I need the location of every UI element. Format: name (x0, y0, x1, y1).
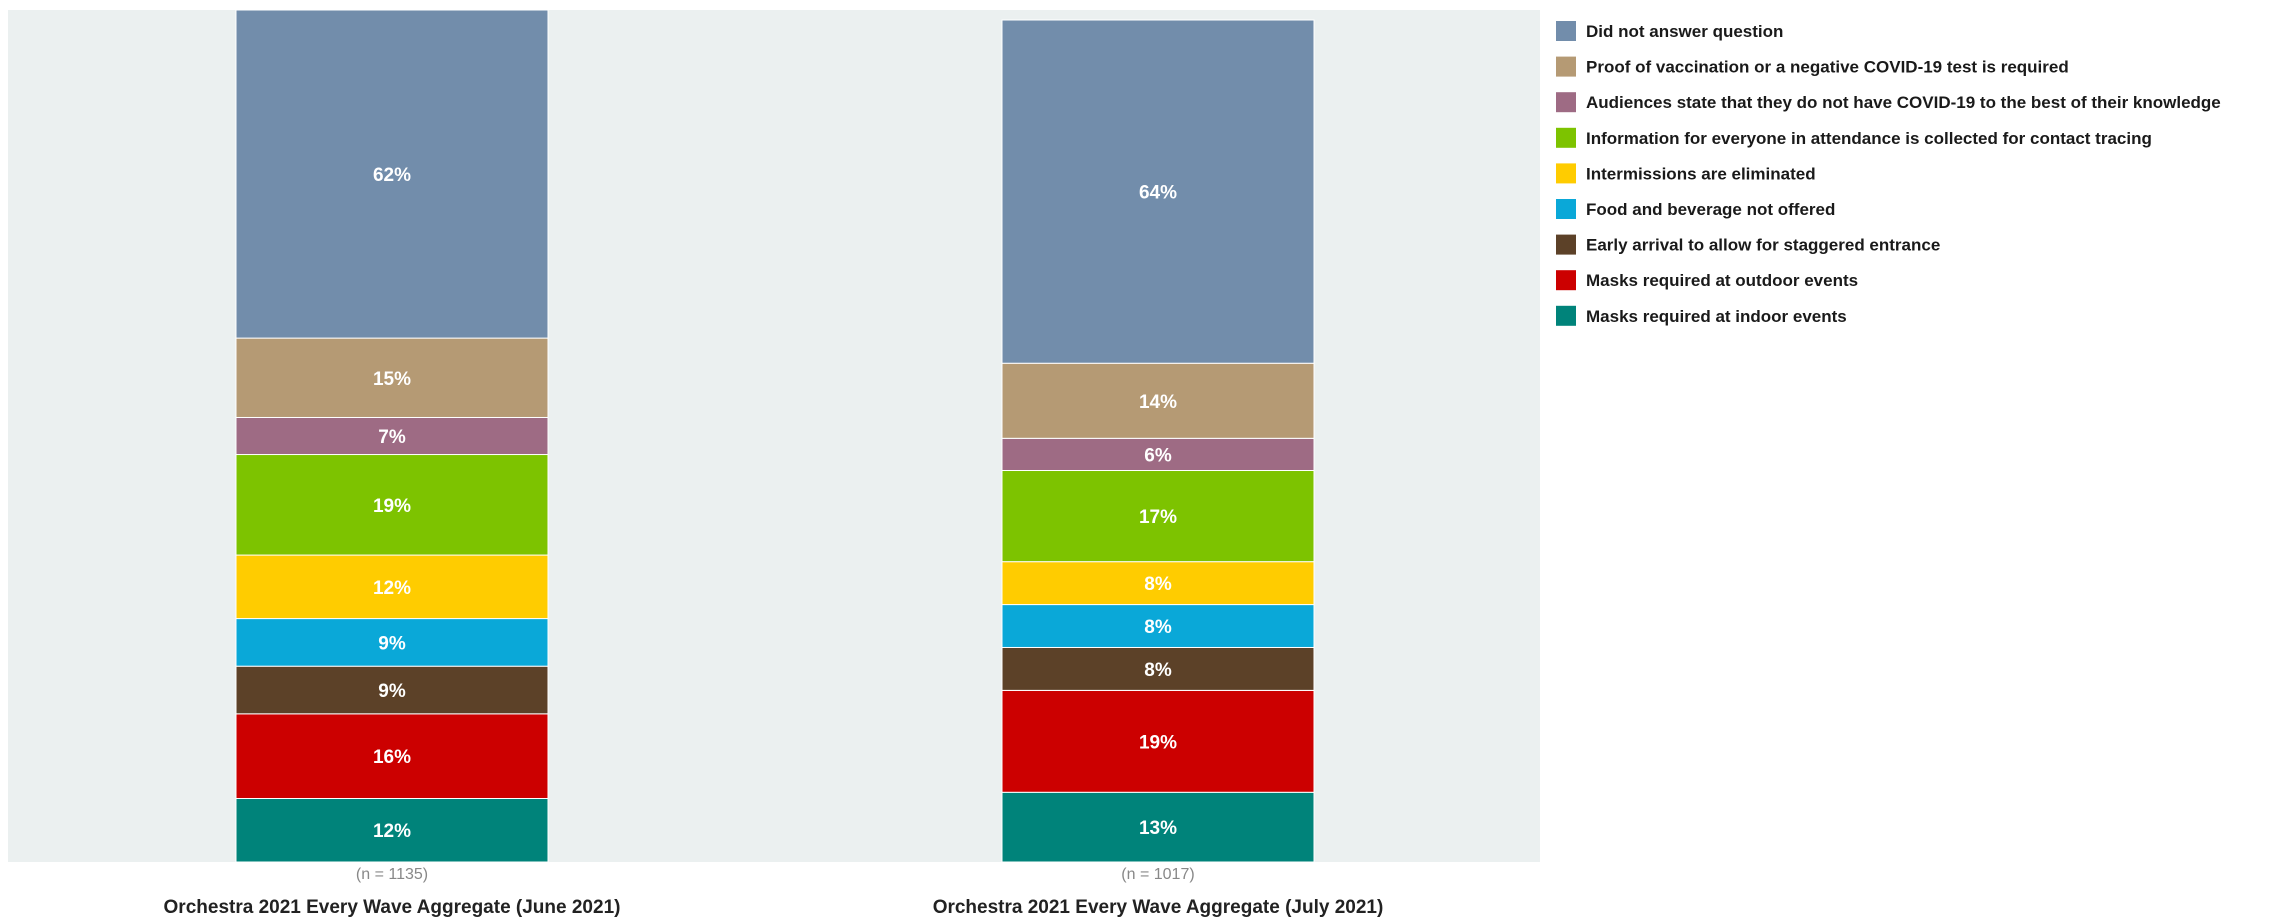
segment-masks-required-at-indoor-events-1 (235, 797, 549, 863)
legend-label: Food and beverage not offered (1586, 200, 1835, 219)
category-labels: (n = 1135) Orchestra 2021 Every Wave Aggr… (164, 866, 1384, 918)
legend-label: Early arrival to allow for staggered ent… (1586, 236, 1940, 255)
bars: 12% 16% 9% 9% 12% 19% 7% 15% 62% 13% 19% 8% 8% 8% 17% 6… (235, 9, 1315, 863)
legend-label: Audiences state that they do not have CO… (1586, 93, 2221, 112)
segment-information-for-everyone-in-attendance-is-collected-for-contact-tracing-1 (235, 454, 549, 556)
data-label-masks-required-at-indoor-events-2: 13% (1139, 818, 1177, 839)
legend-label: Intermissions are eliminated (1586, 164, 1816, 183)
data-label-masks-required-at-indoor-events-1: 12% (373, 821, 411, 842)
data-label-proof-of-vaccination-or-a-negative-covid-19-test-is-required-2: 14% (1139, 392, 1177, 413)
data-label-proof-of-vaccination-or-a-negative-covid-19-test-is-required-1: 15% (373, 369, 411, 390)
segment-intermissions-are-eliminated-1 (235, 554, 549, 620)
data-label-intermissions-are-eliminated-2: 8% (1144, 574, 1172, 595)
legend-swatch (1556, 21, 1576, 41)
data-label-early-arrival-to-allow-for-staggered-entrance-2: 8% (1144, 660, 1172, 681)
segment-early-arrival-to-allow-for-staggered-entrance-2 (1001, 646, 1315, 691)
segment-masks-required-at-outdoor-events-1 (235, 713, 549, 799)
data-label-food-and-beverage-not-offered-1: 9% (378, 633, 406, 654)
data-label-food-and-beverage-not-offered-2: 8% (1144, 617, 1172, 638)
data-label-information-for-everyone-in-attendance-is-collected-for-contact-tracing-1: 19% (373, 496, 411, 517)
data-label-early-arrival-to-allow-for-staggered-entrance-1: 9% (378, 681, 406, 702)
legend-swatch (1556, 199, 1576, 219)
legend-item-masks-required-at-outdoor-events: Masks required at outdoor events (1556, 270, 1858, 291)
legend-swatch (1556, 92, 1576, 113)
segment-food-and-beverage-not-offered-1 (235, 618, 549, 667)
segment-proof-of-vaccination-or-a-negative-covid-19-test-is-required-1 (235, 337, 549, 418)
legend-swatch (1556, 56, 1576, 77)
legend-item-information-for-everyone-in-attendance-is-collected-for-contact-tracing: Information for everyone in attendance i… (1556, 127, 2152, 148)
legend-label: Masks required at outdoor events (1586, 271, 1858, 290)
legend-item-masks-required-at-indoor-events: Masks required at indoor events (1556, 305, 1847, 326)
legend-item-food-and-beverage-not-offered: Food and beverage not offered (1556, 199, 1835, 219)
data-label-masks-required-at-outdoor-events-1: 16% (373, 747, 411, 768)
legend-swatch (1556, 270, 1576, 291)
data-label-audiences-state-that-they-do-not-have-covid-19-to-the-best-of-their-knowledge-1: 7% (378, 427, 406, 448)
legend-item-proof-of-vaccination-or-a-negative-covid-19-test-is-required: Proof of vaccination or a negative COVID… (1556, 56, 2069, 77)
legend-swatch (1556, 234, 1576, 255)
sample-size-label: (n = 1017) (1121, 866, 1194, 883)
bar-1: 12% 16% 9% 9% 12% 19% 7% 15% 62% (235, 9, 549, 863)
legend-label: Masks required at indoor events (1586, 307, 1847, 326)
segment-information-for-everyone-in-attendance-is-collected-for-contact-tracing-2 (1001, 469, 1315, 563)
legend-swatch (1556, 127, 1576, 148)
sample-size-label: (n = 1135) (356, 866, 428, 883)
data-label-did-not-answer-question-1: 62% (373, 165, 411, 186)
segment-did-not-answer-question-2 (1001, 19, 1315, 364)
segment-early-arrival-to-allow-for-staggered-entrance-1 (235, 665, 549, 715)
legend-item-early-arrival-to-allow-for-staggered-entrance: Early arrival to allow for staggered ent… (1556, 234, 1940, 255)
segment-masks-required-at-indoor-events-2 (1001, 791, 1315, 863)
segment-intermissions-are-eliminated-2 (1001, 561, 1315, 606)
segment-proof-of-vaccination-or-a-negative-covid-19-test-is-required-2 (1001, 362, 1315, 439)
category-label: Orchestra 2021 Every Wave Aggregate (Jul… (933, 897, 1384, 918)
bar-2: 13% 19% 8% 8% 8% 17% 6% 14% 64% (1001, 19, 1315, 863)
legend-item-audiences-state-that-they-do-not-have-covid-19-to-the-best-of-their-knowledge: Audiences state that they do not have CO… (1556, 92, 2221, 113)
data-label-masks-required-at-outdoor-events-2: 19% (1139, 732, 1177, 753)
legend-item-intermissions-are-eliminated: Intermissions are eliminated (1556, 163, 1816, 184)
data-label-audiences-state-that-they-do-not-have-covid-19-to-the-best-of-their-knowledge-2: 6% (1144, 445, 1172, 466)
segment-masks-required-at-outdoor-events-2 (1001, 689, 1315, 793)
legend-item-did-not-answer-question: Did not answer question (1556, 21, 1783, 41)
segment-did-not-answer-question-1 (235, 9, 549, 339)
data-label-intermissions-are-eliminated-1: 12% (373, 578, 411, 599)
data-label-information-for-everyone-in-attendance-is-collected-for-contact-tracing-2: 17% (1139, 507, 1177, 528)
category-label: Orchestra 2021 Every Wave Aggregate (Jun… (164, 897, 621, 918)
legend-label: Proof of vaccination or a negative COVID… (1586, 58, 2069, 77)
legend-swatch (1556, 163, 1576, 184)
legend-swatch (1556, 305, 1576, 326)
data-label-did-not-answer-question-2: 64% (1139, 183, 1177, 204)
legend-label: Did not answer question (1586, 22, 1783, 41)
legend-label: Information for everyone in attendance i… (1586, 129, 2152, 148)
legend: Did not answer question Proof of vaccinat… (1556, 21, 2221, 326)
segment-audiences-state-that-they-do-not-have-covid-19-to-the-best-of-their-knowledge-1 (235, 416, 549, 456)
segment-audiences-state-that-they-do-not-have-covid-19-to-the-best-of-their-knowledge-2 (1001, 437, 1315, 471)
segment-food-and-beverage-not-offered-2 (1001, 604, 1315, 648)
